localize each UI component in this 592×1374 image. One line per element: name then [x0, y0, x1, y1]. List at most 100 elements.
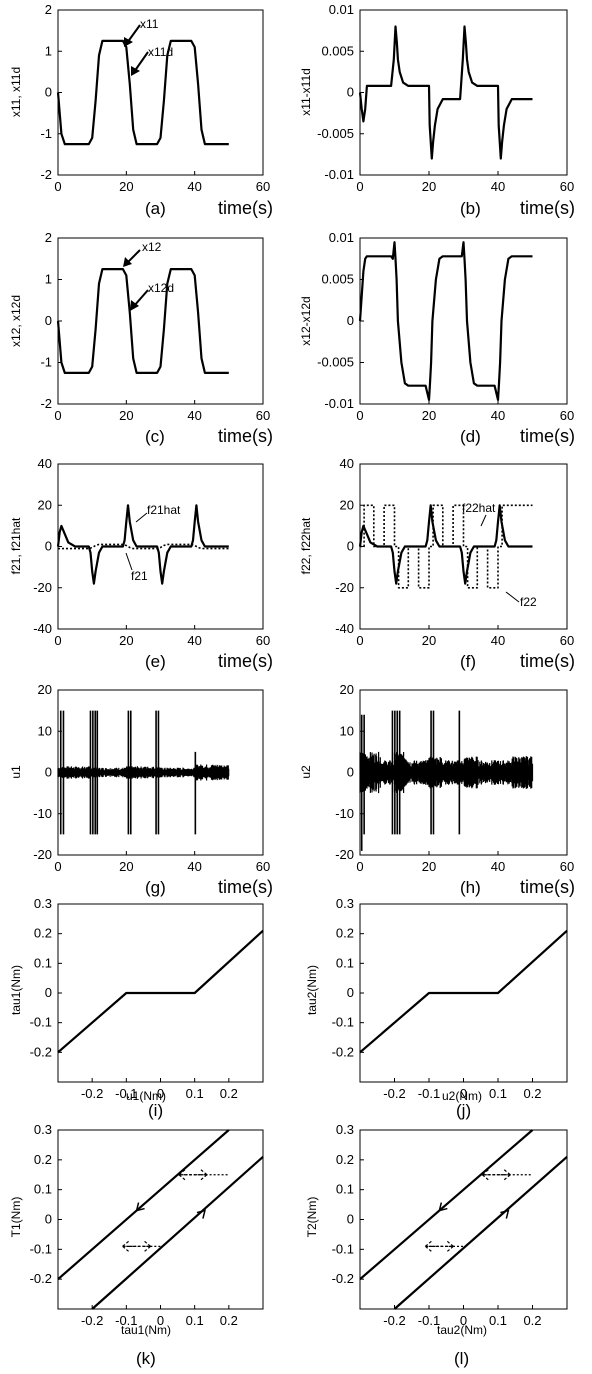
panel-l-xtick-label: 0 [460, 1313, 467, 1328]
panel-k-series-lower [91, 1155, 264, 1310]
panel-g-ytick-label: 20 [38, 682, 52, 697]
panel-i-ytick-label: -0.1 [30, 1015, 52, 1030]
panel-c-ytick-label: 2 [45, 230, 52, 245]
panel-f-ytick-label: -40 [335, 621, 354, 636]
panel-a-xtick-label: 20 [119, 179, 133, 194]
panel-f-annotation-f22hat: f22hat [462, 501, 496, 515]
panel-e-arrow-f21hat [135, 512, 148, 523]
panel-i-series-tau1 [57, 929, 264, 1054]
panel-b: x11-x11d (b) time(s) [299, 9, 575, 218]
panel-f-arrow-f22hat [480, 514, 487, 527]
panel-f-ytick-label: 40 [340, 456, 354, 471]
panel-e-xtick-label: 40 [187, 633, 201, 648]
panel-c-arrowhead-x12d [130, 300, 139, 311]
panel-l-tag: (l) [454, 1349, 469, 1368]
panel-e-xlabel: time(s) [218, 651, 273, 671]
panel-f-ytick-label: 0 [347, 539, 354, 554]
panel-j-xtick-label: -0.1 [418, 1086, 440, 1101]
panel-c-ytick-label: -2 [40, 396, 52, 411]
panel-e-tag: (e) [145, 652, 166, 671]
panel-i-xtick-label: -0.1 [115, 1086, 137, 1101]
panel-k-ytick-label: 0.3 [34, 1122, 52, 1137]
panel-f-xtick-label: 60 [560, 633, 574, 648]
panel-k-marks: -0.2 -0.1 0 0.1 0.2 -0.2 -0.1 0 0.1 0.2 0.3 [30, 1122, 264, 1328]
panel-e-annotation-f21hat: f21hat [147, 503, 181, 517]
panel-h-tag: (h) [460, 878, 481, 897]
panel-b-tag: (b) [460, 199, 481, 218]
panel-e: f21, f21hat (e) time(s) f21hat f21 [9, 463, 273, 671]
panel-g-ytick-label: -10 [33, 806, 52, 821]
panel-a: x11, x11d (a) time(s) x11 x11d [9, 9, 273, 218]
panel-f-xtick-label: 40 [491, 633, 505, 648]
panel-k-ytick-label: 0.1 [34, 1182, 52, 1197]
panel-k-ytick-label: -0.2 [30, 1271, 52, 1286]
panel-j-ytick-label: 0 [347, 985, 354, 1000]
panel-k-xtick-label: 0.2 [220, 1313, 238, 1328]
panel-c-series-x12 [56, 268, 229, 374]
panel-k-xtick-label: 0 [157, 1313, 164, 1328]
panel-b-xtick-label: 0 [356, 179, 363, 194]
panel-b-xtick-label: 20 [422, 179, 436, 194]
panel-d-xlabel: time(s) [520, 426, 575, 446]
panel-e-ytick-label: -40 [33, 621, 52, 636]
panel-d-ytick-label: 0.01 [329, 230, 354, 245]
panel-l-direction-down-arrow [438, 1202, 448, 1212]
panel-b-xtick-label: 40 [491, 179, 505, 194]
panel-i-marks: -0.2 -0.1 0 0.1 0.2 -0.2 -0.1 0 0.1 0.2 0.3 [30, 896, 264, 1101]
panel-j-ytick-label: -0.2 [332, 1044, 354, 1059]
panel-b-ytick-label: 0.005 [321, 43, 354, 58]
panel-c: x12, x12d (c) time(s) x12 x12d [9, 237, 273, 446]
panel-e-arrow-f21 [125, 552, 133, 571]
panel-a-xtick-label: 60 [256, 179, 270, 194]
panel-g-ytick-label: 0 [45, 765, 52, 780]
panel-j-marks: -0.2 -0.1 0 0.1 0.2 -0.2 -0.1 0 0.1 0.2 0.3 [332, 896, 568, 1101]
panel-k-direction-down-arrow [135, 1202, 145, 1212]
panel-b-ylabel: x11-x11d [299, 68, 313, 116]
panel-g-ytick-label: 10 [38, 723, 52, 738]
panel-c-annotation-x12: x12 [142, 240, 162, 254]
panel-l-series-upper [359, 1129, 534, 1281]
panel-b-ytick-label: 0 [347, 85, 354, 100]
panel-j-ytick-label: 0.2 [336, 926, 354, 941]
panel-c-xtick-label: 0 [54, 408, 61, 423]
panel-a-arrow-x11d [133, 51, 149, 73]
panel-c-tag: (c) [145, 427, 165, 446]
panel-a-xtick-label: 40 [187, 179, 201, 194]
panel-c-arrowhead-x12 [123, 257, 132, 267]
panel-h: u2 (h) time(s) [299, 689, 575, 897]
panel-d-marks: 0 20 40 60 -0.01 -0.005 0 0.005 0.01 [317, 230, 574, 423]
panel-l-xtick-label: 0.1 [489, 1313, 507, 1328]
panel-e-xtick-label: 0 [54, 633, 61, 648]
panel-j-xtick-label: 0.2 [523, 1086, 541, 1101]
panel-k-ylabel: T1(Nm) [9, 1197, 23, 1238]
panel-k-xtick-label: 0.1 [186, 1313, 204, 1328]
panel-h-xtick-label: 40 [491, 859, 505, 874]
panel-l-ytick-label: -0.1 [332, 1241, 354, 1256]
panel-c-xlabel: time(s) [218, 426, 273, 446]
panel-f-xlabel: time(s) [520, 651, 575, 671]
panel-b-xtick-label: 60 [560, 179, 574, 194]
panel-a-ylabel: x11, x11d [9, 67, 23, 117]
panel-d-xtick-label: 0 [356, 408, 363, 423]
panel-j-xlabel: u2(Nm) [442, 1089, 482, 1103]
panel-l-ytick-label: 0.1 [336, 1182, 354, 1197]
panel-a-series-x11 [56, 39, 229, 146]
panel-a-ytick-label: 2 [45, 2, 52, 17]
panel-i-xlabel: u1(Nm) [126, 1089, 166, 1103]
panel-e-ytick-label: -20 [33, 580, 52, 595]
panel-k-direction-up-arrow [196, 1209, 206, 1219]
panel-f-xtick-label: 20 [422, 633, 436, 648]
panel-g-ytick-label: -20 [33, 847, 52, 862]
panel-g-xtick-label: 40 [187, 859, 201, 874]
panel-h-marks: 0 20 40 60 -20 -10 0 10 20 [335, 682, 574, 874]
panel-c-ytick-label: 0 [45, 313, 52, 328]
panel-f-xtick-label: 0 [356, 633, 363, 648]
panel-g: u1 (g) time(s) [9, 689, 273, 897]
panel-k-ytick-label: -0.1 [30, 1241, 52, 1256]
panel-c-frame [57, 237, 264, 405]
panel-b-xlabel: time(s) [520, 198, 575, 218]
panel-j-ylabel: tau2(Nm) [305, 965, 319, 1015]
panel-b-ytick-label: -0.01 [324, 167, 354, 182]
panel-a-frame [57, 9, 264, 176]
panel-l-ytick-label: -0.2 [332, 1271, 354, 1286]
